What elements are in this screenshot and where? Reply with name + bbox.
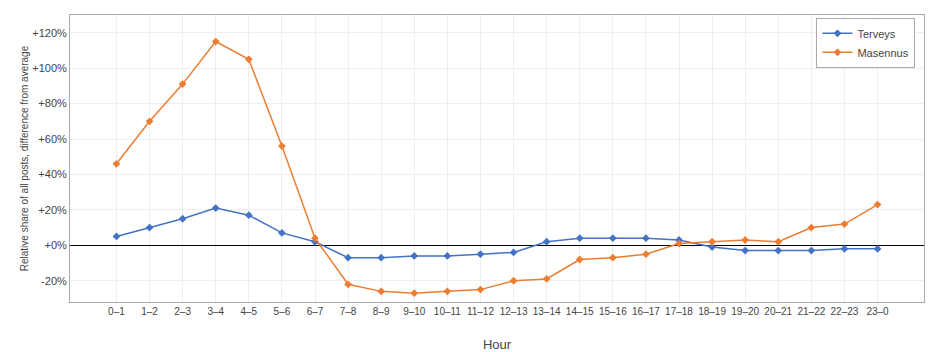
svg-text:4–5: 4–5 bbox=[240, 306, 257, 317]
svg-text:10–11: 10–11 bbox=[434, 306, 462, 317]
svg-text:2–3: 2–3 bbox=[174, 306, 191, 317]
svg-text:-20%: -20% bbox=[41, 275, 67, 287]
svg-text:7–8: 7–8 bbox=[340, 306, 357, 317]
svg-text:21–22: 21–22 bbox=[797, 306, 825, 317]
svg-text:23–0: 23–0 bbox=[866, 306, 889, 317]
svg-text:+100%: +100% bbox=[32, 62, 67, 74]
svg-text:Hour: Hour bbox=[483, 337, 512, 352]
svg-text:Relative share of all posts, d: Relative share of all posts, difference … bbox=[19, 45, 30, 271]
svg-text:+20%: +20% bbox=[38, 204, 67, 216]
svg-text:15–16: 15–16 bbox=[599, 306, 627, 317]
svg-text:8–9: 8–9 bbox=[373, 306, 390, 317]
svg-text:Terveys: Terveys bbox=[857, 28, 895, 40]
svg-text:20–21: 20–21 bbox=[764, 306, 792, 317]
svg-text:+120%: +120% bbox=[32, 27, 67, 39]
svg-text:+0%: +0% bbox=[44, 239, 67, 251]
svg-text:12–13: 12–13 bbox=[500, 306, 528, 317]
svg-text:17–18: 17–18 bbox=[665, 306, 693, 317]
svg-text:11–12: 11–12 bbox=[467, 306, 495, 317]
svg-text:3–4: 3–4 bbox=[207, 306, 224, 317]
svg-text:1–2: 1–2 bbox=[141, 306, 158, 317]
svg-text:+80%: +80% bbox=[38, 97, 67, 109]
svg-text:0–1: 0–1 bbox=[108, 306, 125, 317]
svg-text:+40%: +40% bbox=[38, 168, 67, 180]
svg-text:13–14: 13–14 bbox=[533, 306, 561, 317]
svg-text:19–20: 19–20 bbox=[731, 306, 759, 317]
svg-text:+60%: +60% bbox=[38, 133, 67, 145]
svg-text:9–10: 9–10 bbox=[403, 306, 426, 317]
svg-text:22–23: 22–23 bbox=[831, 306, 859, 317]
svg-text:14–15: 14–15 bbox=[566, 306, 594, 317]
svg-text:18–19: 18–19 bbox=[698, 306, 726, 317]
svg-text:6–7: 6–7 bbox=[307, 306, 324, 317]
svg-text:5–6: 5–6 bbox=[274, 306, 291, 317]
svg-text:Masennus: Masennus bbox=[857, 47, 908, 59]
svg-text:16–17: 16–17 bbox=[632, 306, 660, 317]
